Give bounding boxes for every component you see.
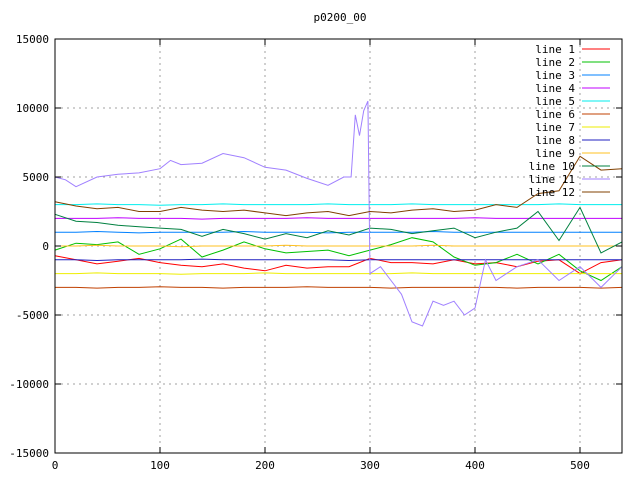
y-tick-label: 10000 — [16, 102, 49, 115]
series-line-7 — [55, 272, 622, 275]
series-line-4 — [55, 217, 622, 220]
series-line-12 — [54, 155, 623, 217]
chart-title: p0200_00 — [314, 11, 367, 24]
axis-ticks: -15000 -10000 -5000 0 5000 10000 15000 0 100 200 3… — [9, 33, 622, 472]
legend-label-6: line 6 — [535, 108, 575, 121]
legend-label-9: line 9 — [535, 147, 575, 160]
legend-label-7: line 7 — [535, 121, 575, 134]
x-tick-label: 500 — [570, 459, 590, 472]
series-line-1 — [54, 255, 623, 275]
y-tick-label: -15000 — [9, 447, 49, 460]
y-tick-label: -5000 — [16, 309, 49, 322]
series-line-2 — [54, 237, 623, 282]
x-tick-label: 100 — [150, 459, 170, 472]
y-tick-label: 15000 — [16, 33, 49, 46]
series-line-6 — [55, 286, 623, 289]
legend-label-4: line 4 — [535, 82, 575, 95]
y-tick-label: -10000 — [9, 378, 49, 391]
x-tick-label: 200 — [255, 459, 275, 472]
series-line-10 — [54, 206, 623, 254]
x-tick-label: 0 — [52, 459, 59, 472]
series-line-5 — [55, 203, 622, 206]
legend-label-2: line 2 — [535, 56, 575, 69]
series-line-9 — [55, 244, 622, 248]
series-group — [54, 100, 623, 327]
legend-label-10: line 10 — [529, 160, 575, 173]
x-tick-label: 400 — [465, 459, 485, 472]
legend-label-3: line 3 — [535, 69, 575, 82]
y-tick-label: 0 — [42, 240, 49, 253]
legend-label-12: line 12 — [529, 186, 575, 199]
y-tick-label: 5000 — [23, 171, 50, 184]
legend-label-5: line 5 — [535, 95, 575, 108]
legend-label-8: line 8 — [535, 134, 575, 147]
legend-label-11: line 11 — [529, 173, 575, 186]
x-tick-label: 300 — [360, 459, 380, 472]
series-line-8 — [55, 258, 622, 262]
legend-label-1: line 1 — [535, 43, 575, 56]
series-line-11 — [54, 100, 623, 327]
